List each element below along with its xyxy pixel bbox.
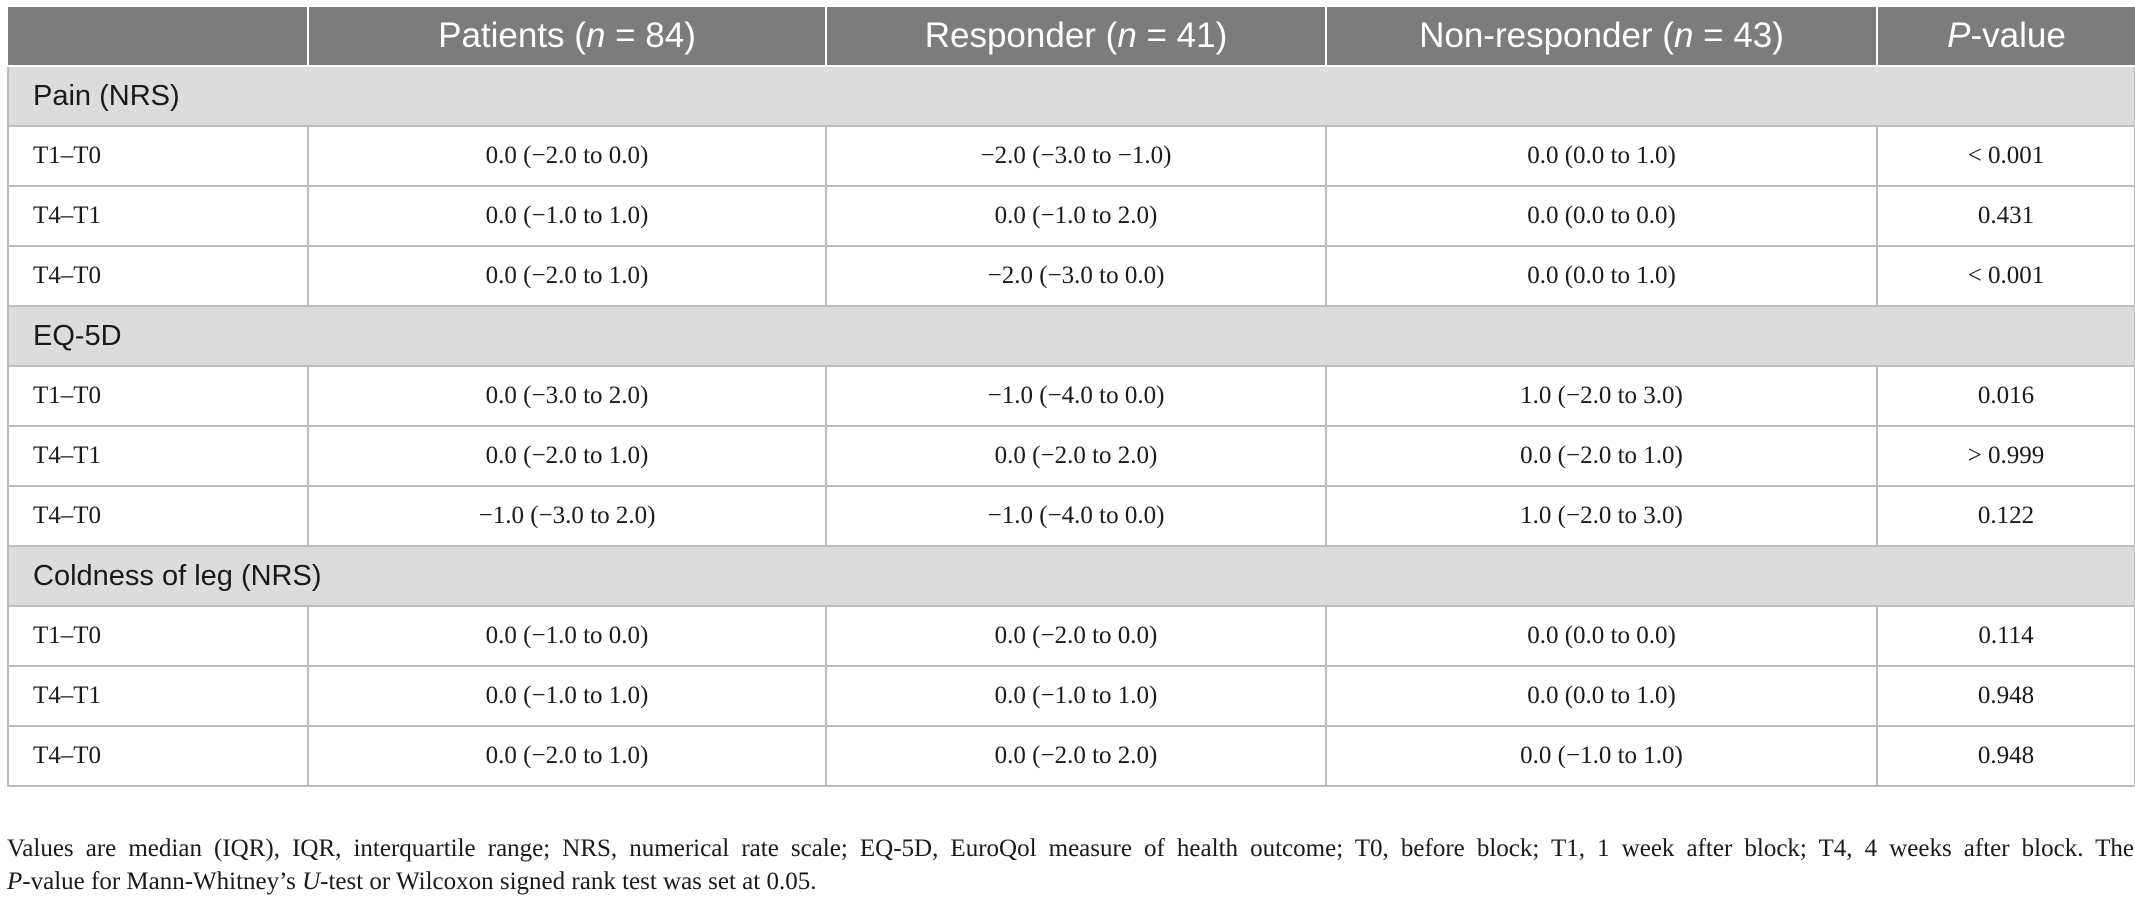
row-label: T4–T1 — [7, 425, 309, 487]
cell-p-value: 0.948 — [1876, 725, 2135, 787]
header-nonresponder-post: = 43) — [1693, 16, 1784, 55]
header-responder-post: = 41) — [1136, 16, 1228, 55]
header-patients-post: = 84) — [605, 16, 696, 55]
cell-nonresponder: 0.0 (−1.0 to 1.0) — [1325, 725, 1878, 787]
table-row: T4–T1 0.0 (−1.0 to 1.0) 0.0 (−1.0 to 2.0… — [7, 185, 2135, 247]
section-title: EQ-5D — [7, 305, 2135, 367]
header-p-value-post: -value — [1970, 16, 2066, 55]
cell-patients: 0.0 (−2.0 to 1.0) — [307, 425, 827, 487]
header-row: Patients (n = 84) Responder (n = 41) Non… — [8, 7, 2135, 67]
cell-p-value: 0.431 — [1876, 185, 2135, 247]
cell-responder: 0.0 (−2.0 to 2.0) — [825, 425, 1327, 487]
cell-patients: −1.0 (−3.0 to 2.0) — [307, 485, 827, 547]
section-row: Coldness of leg (NRS) — [7, 545, 2135, 607]
header-responder: Responder (n = 41) — [825, 7, 1327, 67]
row-label: T4–T1 — [7, 185, 309, 247]
header-patients: Patients (n = 84) — [307, 7, 827, 67]
cell-nonresponder: 0.0 (0.0 to 0.0) — [1325, 185, 1878, 247]
table-header: Patients (n = 84) Responder (n = 41) Non… — [8, 7, 2135, 67]
row-label: T1–T0 — [7, 125, 309, 187]
section-row: EQ-5D — [7, 305, 2135, 367]
cell-responder: 0.0 (−2.0 to 0.0) — [825, 605, 1327, 667]
footnote-line-1: Values are median (IQR), IQR, interquart… — [7, 835, 2134, 862]
cell-responder: −2.0 (−3.0 to −1.0) — [825, 125, 1327, 187]
table-row: T1–T0 0.0 (−2.0 to 0.0) −2.0 (−3.0 to −1… — [7, 125, 2135, 187]
cell-p-value: < 0.001 — [1876, 245, 2135, 307]
table-body: Pain (NRS) T1–T0 0.0 (−2.0 to 0.0) −2.0 … — [7, 65, 2135, 787]
results-table: Patients (n = 84) Responder (n = 41) Non… — [7, 7, 2135, 787]
cell-patients: 0.0 (−3.0 to 2.0) — [307, 365, 827, 427]
cell-p-value: 0.948 — [1876, 665, 2135, 727]
header-patients-pre: Patients ( — [438, 16, 586, 55]
row-label: T1–T0 — [7, 605, 309, 667]
cell-nonresponder: 1.0 (−2.0 to 3.0) — [1325, 365, 1878, 427]
header-responder-n: n — [1117, 16, 1137, 55]
cell-p-value: 0.114 — [1876, 605, 2135, 667]
cell-p-value: 0.122 — [1876, 485, 2135, 547]
cell-nonresponder: 0.0 (0.0 to 1.0) — [1325, 245, 1878, 307]
cell-p-value: > 0.999 — [1876, 425, 2135, 487]
header-nonresponder-pre: Non-responder ( — [1419, 16, 1674, 55]
cell-p-value: < 0.001 — [1876, 125, 2135, 187]
footnote-p-italic: P — [7, 868, 23, 895]
cell-patients: 0.0 (−2.0 to 1.0) — [307, 245, 827, 307]
table-row: T1–T0 0.0 (−3.0 to 2.0) −1.0 (−4.0 to 0.… — [7, 365, 2135, 427]
header-p-value: P-value — [1876, 7, 2135, 67]
table-row: T4–T0 0.0 (−2.0 to 1.0) 0.0 (−2.0 to 2.0… — [7, 725, 2135, 787]
footnote-line-2: P-value for Mann-Whitney’s U-test or Wil… — [7, 865, 2134, 898]
table-footnote: Values are median (IQR), IQR, interquart… — [7, 832, 2134, 898]
header-nonresponder: Non-responder (n = 43) — [1325, 7, 1878, 67]
row-label: T4–T0 — [7, 245, 309, 307]
row-label: T4–T0 — [7, 725, 309, 787]
cell-responder: −2.0 (−3.0 to 0.0) — [825, 245, 1327, 307]
cell-responder: −1.0 (−4.0 to 0.0) — [825, 485, 1327, 547]
cell-patients: 0.0 (−1.0 to 0.0) — [307, 605, 827, 667]
cell-patients: 0.0 (−1.0 to 1.0) — [307, 185, 827, 247]
row-label: T4–T1 — [7, 665, 309, 727]
row-label: T1–T0 — [7, 365, 309, 427]
cell-nonresponder: 0.0 (0.0 to 1.0) — [1325, 125, 1878, 187]
section-row: Pain (NRS) — [7, 65, 2135, 127]
cell-responder: −1.0 (−4.0 to 0.0) — [825, 365, 1327, 427]
cell-nonresponder: 1.0 (−2.0 to 3.0) — [1325, 485, 1878, 547]
footnote-text-b: -test or Wilcoxon signed rank test was s… — [320, 868, 817, 895]
table-row: T4–T0 0.0 (−2.0 to 1.0) −2.0 (−3.0 to 0.… — [7, 245, 2135, 307]
cell-p-value: 0.016 — [1876, 365, 2135, 427]
header-label-column — [8, 7, 309, 67]
cell-responder: 0.0 (−1.0 to 2.0) — [825, 185, 1327, 247]
cell-patients: 0.0 (−2.0 to 0.0) — [307, 125, 827, 187]
footnote-text-a: -value for Mann-Whitney’s — [22, 868, 303, 895]
section-title: Coldness of leg (NRS) — [7, 545, 2135, 607]
cell-nonresponder: 0.0 (−2.0 to 1.0) — [1325, 425, 1878, 487]
cell-nonresponder: 0.0 (0.0 to 0.0) — [1325, 605, 1878, 667]
table-row: T4–T1 0.0 (−2.0 to 1.0) 0.0 (−2.0 to 2.0… — [7, 425, 2135, 487]
table-row: T1–T0 0.0 (−1.0 to 0.0) 0.0 (−2.0 to 0.0… — [7, 605, 2135, 667]
cell-patients: 0.0 (−2.0 to 1.0) — [307, 725, 827, 787]
header-p-value-p: P — [1947, 16, 1971, 55]
cell-responder: 0.0 (−2.0 to 2.0) — [825, 725, 1327, 787]
section-title: Pain (NRS) — [7, 65, 2135, 127]
table-row: T4–T0 −1.0 (−3.0 to 2.0) −1.0 (−4.0 to 0… — [7, 485, 2135, 547]
cell-patients: 0.0 (−1.0 to 1.0) — [307, 665, 827, 727]
cell-responder: 0.0 (−1.0 to 1.0) — [825, 665, 1327, 727]
table-row: T4–T1 0.0 (−1.0 to 1.0) 0.0 (−1.0 to 1.0… — [7, 665, 2135, 727]
header-patients-n: n — [585, 16, 606, 55]
footnote-u-italic: U — [302, 868, 321, 895]
header-nonresponder-n: n — [1673, 16, 1694, 55]
row-label: T4–T0 — [7, 485, 309, 547]
cell-nonresponder: 0.0 (0.0 to 1.0) — [1325, 665, 1878, 727]
header-responder-pre: Responder ( — [924, 16, 1118, 55]
